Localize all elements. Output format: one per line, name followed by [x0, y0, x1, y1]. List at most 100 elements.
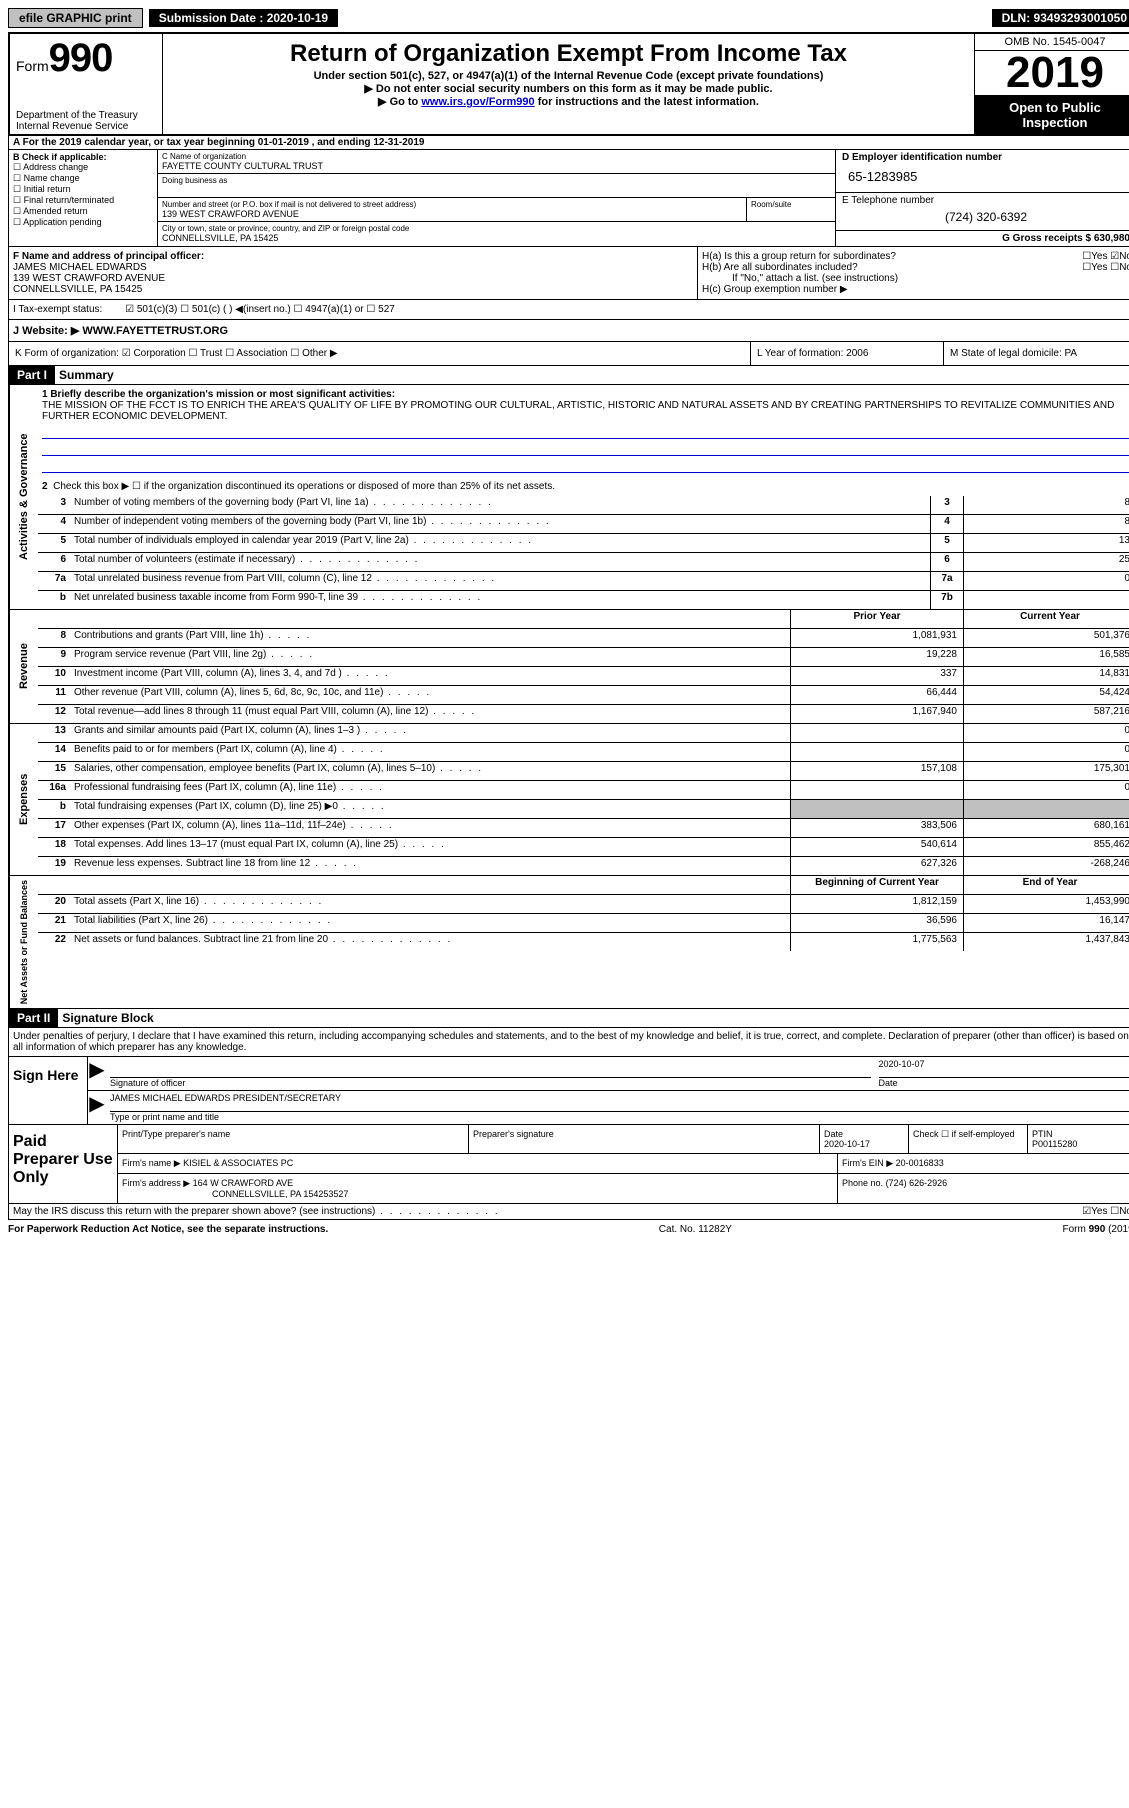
table-row: 21Total liabilities (Part X, line 26)36,… — [38, 914, 1129, 933]
sig-date: 2020-10-07 — [879, 1059, 1129, 1078]
governance-label: Activities & Governance — [9, 385, 38, 609]
gross-label: G Gross receipts $ — [1002, 233, 1091, 244]
table-row: 9Program service revenue (Part VIII, lin… — [38, 648, 1129, 667]
netassets-label: Net Assets or Fund Balances — [9, 876, 38, 1008]
firm-phone: (724) 626-2926 — [886, 1178, 948, 1188]
chk-pending[interactable]: ☐ Application pending — [13, 217, 153, 228]
paid-preparer-block: Paid Preparer Use Only Print/Type prepar… — [8, 1125, 1129, 1204]
table-row: 8Contributions and grants (Part VIII, li… — [38, 629, 1129, 648]
goto-suffix: for instructions and the latest informat… — [535, 96, 759, 108]
group-return: H(a) Is this a group return for subordin… — [698, 247, 1129, 299]
sig-officer-label: Signature of officer — [110, 1078, 871, 1088]
firm-addr1: 164 W CRAWFORD AVE — [193, 1178, 294, 1188]
preparer-date: 2020-10-17 — [824, 1139, 904, 1149]
hb-note: If "No," attach a list. (see instruction… — [702, 273, 1129, 284]
chk-initial[interactable]: ☐ Initial return — [13, 184, 153, 195]
chk-name[interactable]: ☐ Name change — [13, 173, 153, 184]
chk-final[interactable]: ☐ Final return/terminated — [13, 195, 153, 206]
phone-label: E Telephone number — [842, 195, 1129, 206]
table-row: 6Total number of volunteers (estimate if… — [38, 553, 1129, 572]
phone: (724) 320-6392 — [842, 206, 1129, 228]
form-title: Return of Organization Exempt From Incom… — [167, 40, 970, 68]
footer: For Paperwork Reduction Act Notice, see … — [8, 1220, 1129, 1239]
table-row: 19Revenue less expenses. Subtract line 1… — [38, 857, 1129, 875]
top-bar: efile GRAPHIC print Submission Date : 20… — [8, 8, 1129, 28]
revenue-label: Revenue — [9, 610, 38, 723]
table-row: 18Total expenses. Add lines 13–17 (must … — [38, 838, 1129, 857]
self-employed-check[interactable]: Check ☐ if self-employed — [909, 1125, 1028, 1153]
table-row: 22Net assets or fund balances. Subtract … — [38, 933, 1129, 951]
dba-label: Doing business as — [162, 176, 831, 185]
ha-label: H(a) Is this a group return for subordin… — [702, 251, 896, 262]
col-c-org-info: C Name of organization FAYETTE COUNTY CU… — [158, 150, 835, 246]
table-row: 14Benefits paid to or for members (Part … — [38, 743, 1129, 762]
table-row: 4Number of independent voting members of… — [38, 515, 1129, 534]
table-row: 15Salaries, other compensation, employee… — [38, 762, 1129, 781]
hc-label: H(c) Group exemption number ▶ — [702, 284, 1129, 295]
mission-label: 1 Briefly describe the organization's mi… — [42, 389, 395, 400]
revenue-section: Revenue Prior Year Current Year 8Contrib… — [8, 610, 1129, 724]
state-domicile: M State of legal domicile: PA — [944, 342, 1129, 365]
hb-answer[interactable]: ☐Yes ☐No — [1082, 262, 1129, 273]
ptin: P00115280 — [1032, 1139, 1129, 1149]
table-row: bNet unrelated business taxable income f… — [38, 591, 1129, 609]
room-label: Room/suite — [751, 200, 831, 209]
org-name-label: C Name of organization — [162, 152, 831, 161]
street-address: 139 WEST CRAWFORD AVENUE — [162, 209, 742, 219]
dept-treasury: Department of the Treasury Internal Reve… — [16, 110, 156, 132]
gross-receipts: 630,980 — [1094, 233, 1129, 244]
hb-label: H(b) Are all subordinates included? — [702, 262, 858, 273]
expenses-section: Expenses 13Grants and similar amounts pa… — [8, 724, 1129, 876]
submission-date: Submission Date : 2020-10-19 — [149, 9, 338, 27]
table-row: 5Total number of individuals employed in… — [38, 534, 1129, 553]
section-bcd: B Check if applicable: ☐ Address change … — [8, 150, 1129, 247]
part1-header: Part I Summary — [8, 366, 1129, 385]
type-name-label: Type or print name and title — [110, 1112, 1129, 1122]
tax-exempt-row: I Tax-exempt status: ☑ 501(c)(3) ☐ 501(c… — [8, 300, 1129, 320]
table-row: 3Number of voting members of the governi… — [38, 496, 1129, 515]
col-b-checkboxes: B Check if applicable: ☐ Address change … — [9, 150, 158, 246]
chk-address[interactable]: ☐ Address change — [13, 162, 153, 173]
table-row: 16aProfessional fundraising fees (Part I… — [38, 781, 1129, 800]
table-row: 17Other expenses (Part IX, column (A), l… — [38, 819, 1129, 838]
begin-year-header: Beginning of Current Year — [790, 876, 963, 894]
sig-date-label: Date — [879, 1078, 1129, 1088]
officer-name: JAMES MICHAEL EDWARDS PRESIDENT/SECRETAR… — [110, 1093, 1129, 1112]
table-row: 11Other revenue (Part VIII, column (A), … — [38, 686, 1129, 705]
current-year-header: Current Year — [963, 610, 1129, 628]
row-a-tax-year: A For the 2019 calendar year, or tax yea… — [8, 136, 1129, 150]
subtitle-2: ▶ Do not enter social security numbers o… — [167, 82, 970, 95]
dln: DLN: 93493293001050 — [992, 9, 1129, 27]
form-of-org[interactable]: K Form of organization: ☑ Corporation ☐ … — [9, 342, 751, 365]
table-row: 12Total revenue—add lines 8 through 11 (… — [38, 705, 1129, 723]
mission-text: THE MISSION OF THE FCCT IS TO ENRICH THE… — [42, 400, 1129, 422]
discuss-row: May the IRS discuss this return with the… — [8, 1204, 1129, 1220]
header: Form990 Department of the Treasury Inter… — [8, 32, 1129, 136]
chk-amended[interactable]: ☐ Amended return — [13, 206, 153, 217]
header-center: Return of Organization Exempt From Incom… — [163, 34, 974, 134]
year-formation: L Year of formation: 2006 — [751, 342, 944, 365]
irs-link[interactable]: www.irs.gov/Form990 — [421, 96, 534, 108]
form-prefix: Form — [16, 58, 49, 74]
website-row: J Website: ▶ WWW.FAYETTETRUST.ORG — [8, 320, 1129, 342]
table-row: bTotal fundraising expenses (Part IX, co… — [38, 800, 1129, 819]
discuss-answer[interactable]: ☑Yes ☐No — [978, 1204, 1129, 1219]
line2-discontinued: Check this box ▶ ☐ if the organization d… — [53, 481, 555, 492]
tax-year: 2019 — [975, 51, 1129, 96]
city-state-zip: CONNELLSVILLE, PA 15425 — [162, 233, 831, 243]
principal-officer: F Name and address of principal officer:… — [9, 247, 698, 299]
ha-answer[interactable]: ☐Yes ☑No — [1082, 251, 1129, 262]
tax-exempt-options[interactable]: ☑ 501(c)(3) ☐ 501(c) ( ) ◀(insert no.) ☐… — [125, 304, 395, 315]
header-left: Form990 Department of the Treasury Inter… — [10, 34, 163, 134]
footer-right: Form 990 (2019) — [1063, 1224, 1129, 1235]
org-name: FAYETTE COUNTY CULTURAL TRUST — [162, 161, 831, 171]
goto-prefix: ▶ Go to — [378, 96, 421, 108]
firm-addr2: CONNELLSVILLE, PA 154253527 — [122, 1189, 833, 1199]
part2-header: Part II Signature Block — [8, 1009, 1129, 1028]
expenses-label: Expenses — [9, 724, 38, 875]
website-url[interactable]: WWW.FAYETTETRUST.ORG — [82, 325, 228, 337]
prior-year-header: Prior Year — [790, 610, 963, 628]
end-year-header: End of Year — [963, 876, 1129, 894]
efile-button[interactable]: efile GRAPHIC print — [8, 8, 143, 28]
addr-label: Number and street (or P.O. box if mail i… — [162, 200, 742, 209]
